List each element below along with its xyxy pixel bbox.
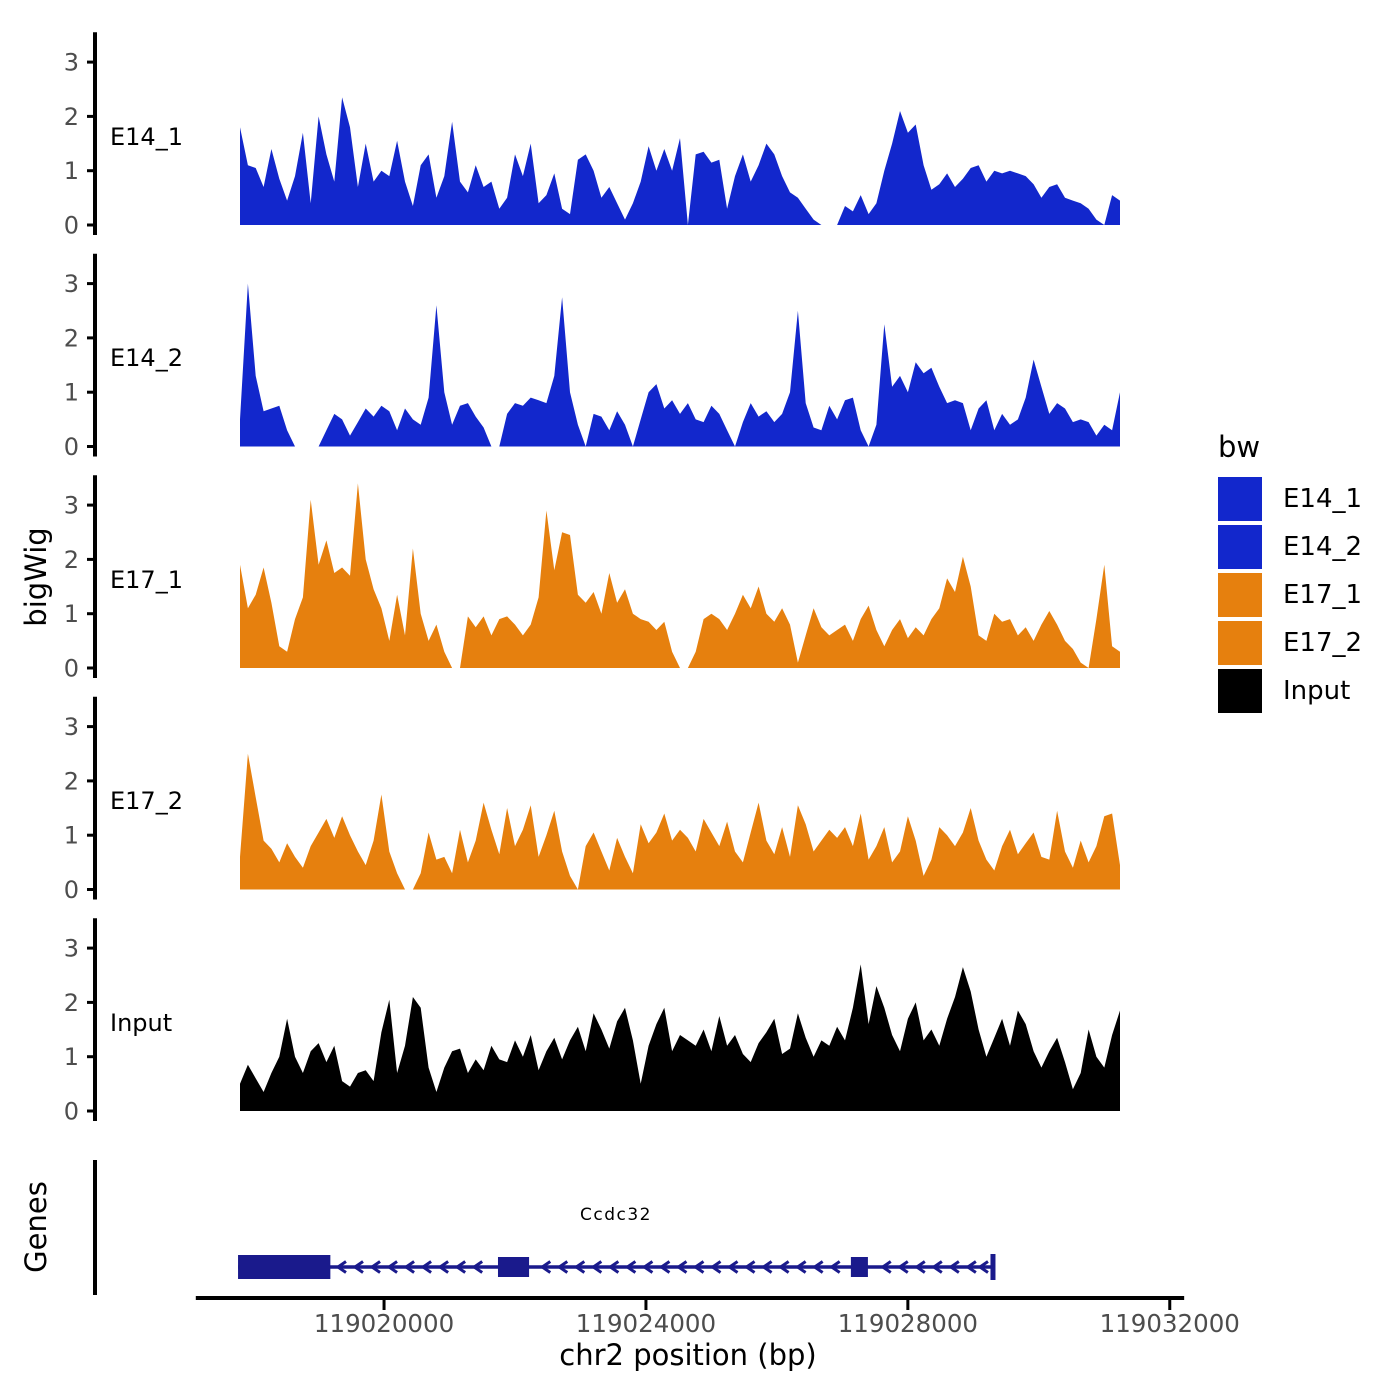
- gene-strand-arrow: [675, 1260, 688, 1274]
- gene-strand-arrow: [897, 1260, 909, 1274]
- gene-strand-arrow: [914, 1260, 926, 1274]
- y-tick-label: 2: [64, 989, 79, 1017]
- genes-axis-title: Genes: [19, 1181, 53, 1273]
- legend-item: E17_2: [1218, 621, 1362, 665]
- y-tick-label: 0: [64, 1098, 79, 1126]
- y-tick-label: 1: [64, 1043, 79, 1071]
- gene-strand-arrow: [420, 1260, 432, 1274]
- gene-strand-arrow: [794, 1260, 807, 1274]
- y-tick-label: 1: [64, 379, 79, 407]
- track-label-e14-1: E14_1: [110, 123, 183, 151]
- x-tick-label: 119020000: [314, 1309, 454, 1338]
- coverage-area-Input: [240, 964, 1120, 1111]
- x-tick-label: 119024000: [576, 1309, 716, 1338]
- x-axis-title: chr2 position (bp): [559, 1338, 817, 1372]
- gene-name-label: Ccdc32: [580, 1205, 652, 1225]
- y-tick-label: 1: [64, 157, 79, 185]
- y-tick-label: 1: [64, 822, 79, 850]
- legend-swatch-e17-1: [1218, 573, 1262, 617]
- coverage-area-E17_1: [240, 483, 1120, 668]
- gene-exon: [850, 1257, 868, 1277]
- y-tick-label: 3: [64, 492, 79, 520]
- legend-swatch-e17-2: [1218, 621, 1262, 665]
- legend-item: E14_1: [1218, 477, 1362, 521]
- gene-strand-arrow: [573, 1260, 586, 1274]
- y-tick-label: 2: [64, 324, 79, 352]
- gene-strand-arrow: [880, 1260, 892, 1274]
- gene-strand-arrow: [658, 1260, 671, 1274]
- gene-strand-arrow: [335, 1260, 347, 1274]
- coverage-area-E14_1: [240, 97, 1120, 225]
- legend-swatch-e14-1: [1218, 477, 1262, 521]
- gene-end-marker: [990, 1254, 996, 1280]
- x-tick-label: 119028000: [838, 1309, 978, 1338]
- gene-strand-arrow: [471, 1260, 484, 1274]
- gene-exon: [497, 1257, 530, 1277]
- legend-title: bw: [1218, 430, 1261, 464]
- gene-strand-arrow: [624, 1260, 637, 1274]
- track-label-e14-2: E14_2: [110, 344, 183, 372]
- gene-strand-arrow: [977, 1260, 989, 1274]
- legend: bw E14_1 E14_2 E17_1 E17_2 Input: [1218, 430, 1362, 717]
- gene-strand-arrow: [760, 1260, 773, 1274]
- y-tick-label: 2: [64, 546, 79, 574]
- gene-strand-arrow: [931, 1260, 943, 1274]
- gene-strand-arrow: [369, 1260, 381, 1274]
- gene-strand-arrow: [829, 1260, 841, 1274]
- gene-exon: [238, 1255, 331, 1279]
- x-tick-label: 119032000: [1100, 1309, 1240, 1338]
- gene-strand-arrow: [743, 1260, 756, 1274]
- gene-strand-arrow: [539, 1260, 552, 1274]
- gene-strand-arrow: [948, 1260, 960, 1274]
- gene-strand-arrow: [726, 1260, 739, 1274]
- y-tick-label: 2: [64, 103, 79, 131]
- legend-item: E17_1: [1218, 573, 1362, 617]
- y-axis-title: bigWig: [19, 527, 53, 627]
- y-tick-label: 2: [64, 767, 79, 795]
- gene-strand-arrow: [386, 1260, 398, 1274]
- legend-label-e17-1: E17_1: [1283, 580, 1363, 610]
- gene-strand-arrow: [607, 1260, 620, 1274]
- gene-strand-arrow: [777, 1260, 790, 1274]
- legend-item: Input: [1218, 669, 1362, 713]
- legend-swatch-e14-2: [1218, 525, 1262, 569]
- track-label-e17-2: E17_2: [110, 787, 183, 815]
- gene-strand-arrow: [454, 1260, 467, 1274]
- y-tick-label: 0: [64, 212, 79, 240]
- track-label-input: Input: [110, 1009, 173, 1037]
- gene-strand-arrow: [641, 1260, 654, 1274]
- y-tick-label: 1: [64, 600, 79, 628]
- legend-item: E14_2: [1218, 525, 1362, 569]
- gene-strand-arrow: [352, 1260, 364, 1274]
- legend-label-input: Input: [1283, 676, 1351, 706]
- coverage-area-E17_2: [240, 753, 1120, 890]
- y-tick-label: 3: [64, 935, 79, 963]
- gene-strand-arrow: [556, 1260, 569, 1274]
- gene-strand-arrow: [965, 1260, 977, 1274]
- y-tick-label: 3: [64, 270, 79, 298]
- legend-label-e14-2: E14_2: [1283, 532, 1363, 562]
- coverage-area-E14_2: [240, 283, 1120, 447]
- y-tick-label: 3: [64, 49, 79, 77]
- y-tick-label: 0: [64, 876, 79, 904]
- gene-strand-arrow: [590, 1260, 603, 1274]
- legend-swatch-input: [1218, 669, 1262, 713]
- y-tick-label: 0: [64, 655, 79, 683]
- track-label-e17-1: E17_1: [110, 566, 183, 594]
- gene-strand-arrow: [692, 1260, 705, 1274]
- legend-label-e14-1: E14_1: [1283, 484, 1363, 514]
- gene-strand-arrow: [437, 1260, 449, 1274]
- legend-label-e17-2: E17_2: [1283, 628, 1363, 658]
- gene-strand-arrow: [709, 1260, 722, 1274]
- y-tick-label: 3: [64, 713, 79, 741]
- gene-strand-arrow: [812, 1260, 824, 1274]
- y-tick-label: 0: [64, 433, 79, 461]
- gene-strand-arrow: [403, 1260, 415, 1274]
